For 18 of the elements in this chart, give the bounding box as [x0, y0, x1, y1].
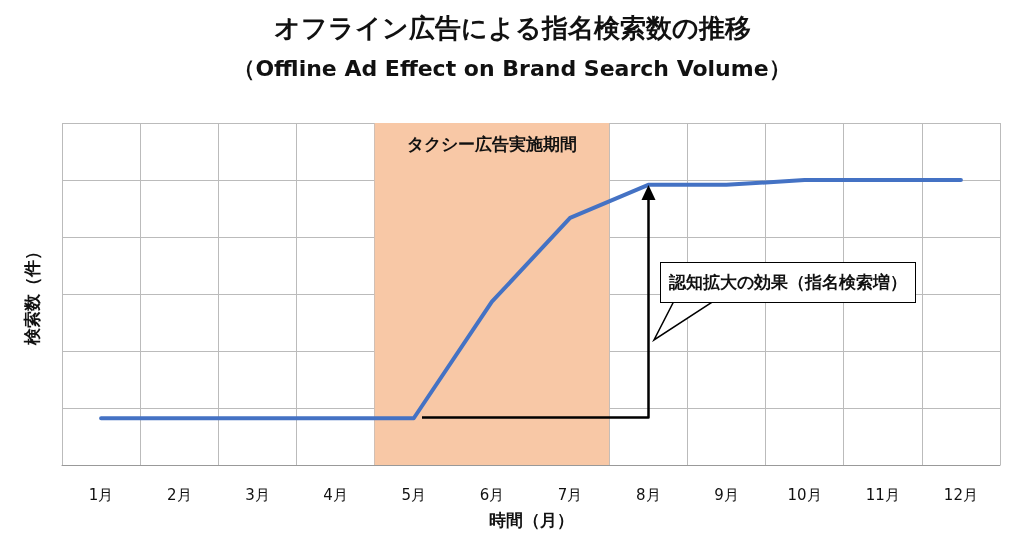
x-tick-label: 1月 [88, 485, 114, 504]
x-tick-label: 9月 [714, 485, 739, 504]
x-tick-label: 6月 [479, 485, 505, 504]
x-tick-label: 5月 [401, 485, 427, 504]
chart-title: オフライン広告による指名検索数の推移 [273, 13, 751, 43]
x-tick-label: 10月 [787, 485, 822, 504]
chart-subtitle: （Offline Ad Effect on Brand Search Volume） [233, 55, 791, 81]
x-tick-label: 4月 [323, 485, 348, 504]
x-tick-label: 12月 [943, 485, 978, 504]
x-axis-title: 時間（月） [488, 509, 574, 530]
x-tick-label: 2月 [166, 485, 192, 504]
band-label: タクシー広告実施期間 [406, 133, 577, 154]
y-axis-title: 検索数（件） [21, 243, 42, 346]
x-tick-label: 7月 [557, 485, 583, 504]
x-tick-label: 3月 [245, 485, 270, 504]
x-tick-label: 8月 [635, 485, 661, 504]
x-tick-label: 11月 [865, 485, 900, 504]
annotation: 認知拡大の効果（指名検索増） [660, 261, 917, 303]
